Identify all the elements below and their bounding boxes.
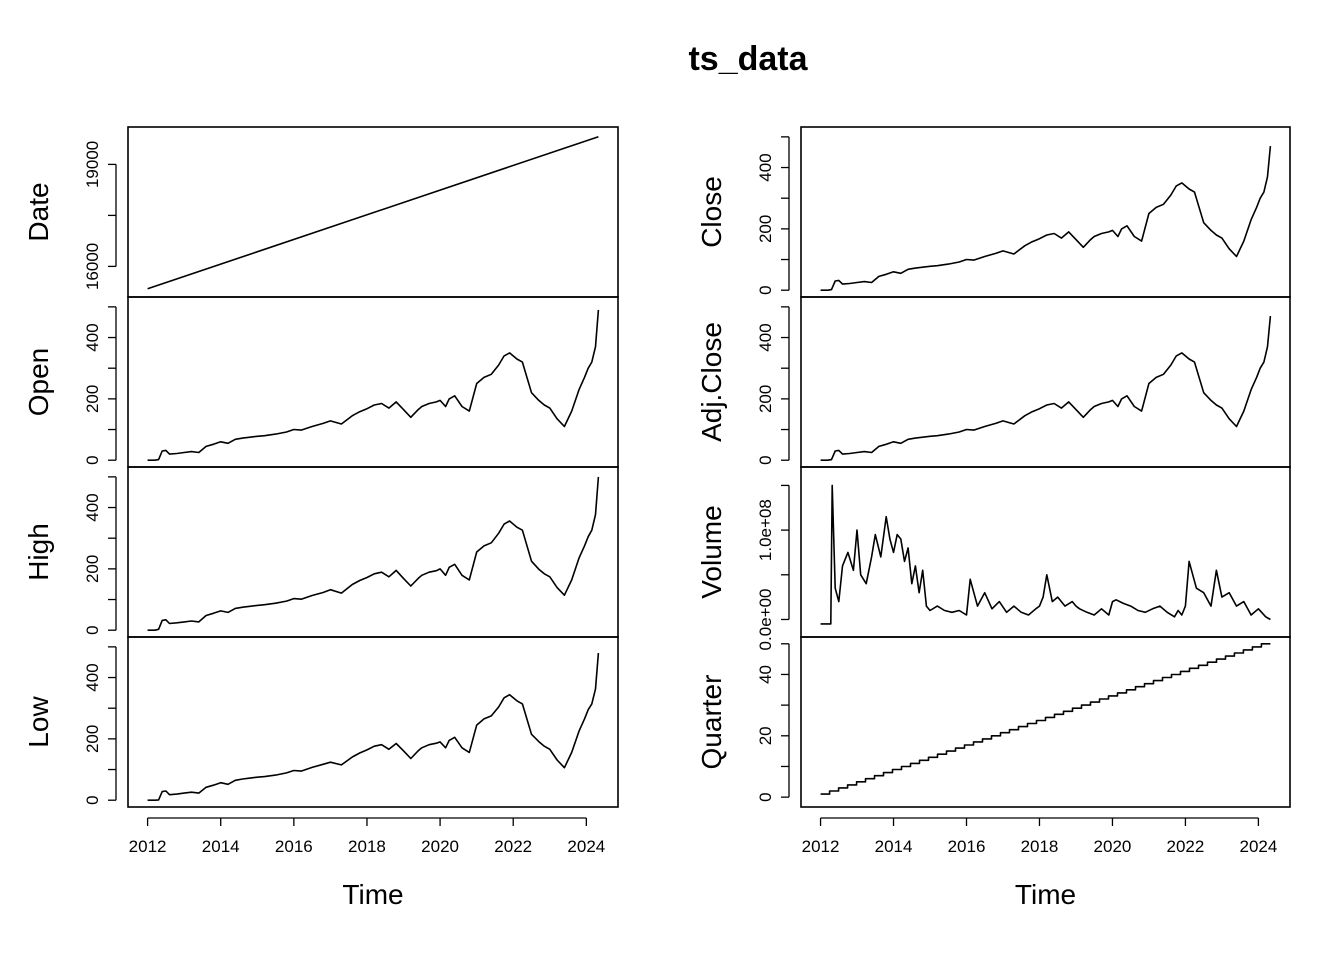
- panel-frame: [127, 636, 619, 808]
- series-line-low: [147, 652, 600, 802]
- y-tick-label: 400: [83, 323, 102, 351]
- series-line-volume: [820, 484, 1271, 625]
- panel-high: 0 200 400 High: [23, 466, 619, 638]
- series-line-quarter: [820, 642, 1271, 795]
- x-tick-label: 2014: [875, 837, 913, 856]
- panel-frame: [800, 126, 1291, 298]
- panel-close: 0 200 400 Close: [696, 126, 1291, 298]
- x-tick-label: 2018: [1021, 837, 1059, 856]
- y-tick-label: 19000: [83, 141, 102, 188]
- series-line-open: [147, 309, 600, 462]
- x-tick-label: 2012: [129, 837, 167, 856]
- series-line-close: [820, 146, 1272, 292]
- x-tick-label: 2024: [1239, 837, 1277, 856]
- y-tick-label: 400: [756, 153, 775, 181]
- panel-frame: [127, 296, 619, 468]
- x-tick-label: 2016: [948, 837, 986, 856]
- y-tick-label: 0: [756, 455, 775, 464]
- y-tick-label: 16000: [83, 243, 102, 290]
- y-tick-label: 0.0e+00: [756, 589, 775, 651]
- y-tick-label: 200: [83, 555, 102, 583]
- x-axis-label: Time: [1015, 879, 1076, 910]
- y-tick-label: 400: [83, 493, 102, 521]
- panel-frame: [800, 636, 1291, 808]
- x-tick-label: 2018: [348, 837, 386, 856]
- panel-label-close: Close: [696, 176, 727, 248]
- x-tick-label: 2024: [567, 837, 605, 856]
- panel-open: 0 200 400 Open: [23, 296, 619, 468]
- x-tick-label: 2022: [494, 837, 532, 856]
- panel-label-volume: Volume: [696, 505, 727, 598]
- panel-frame: [800, 296, 1291, 468]
- series-line-date: [147, 135, 599, 290]
- panel-label-open: Open: [23, 348, 54, 417]
- y-tick-label: 20: [756, 726, 775, 745]
- panel-grid: 2012 2014 2016 2018 2020 2022 2024 Time 16000 190…: [23, 126, 1291, 910]
- y-tick-label: 0: [83, 795, 102, 804]
- x-tick-label: 2016: [275, 837, 313, 856]
- figure-title: ts_data: [688, 40, 808, 78]
- series-line-adj-close: [820, 316, 1272, 462]
- panel-low: 0 200 400 Low: [23, 636, 619, 808]
- panel-label-date: Date: [23, 182, 54, 241]
- y-tick-label: 1.0e+08: [756, 499, 775, 561]
- y-tick-label: 200: [83, 385, 102, 413]
- panel-adj-close: 0 200 400 Adj.Close: [696, 296, 1291, 468]
- panel-label-adj-close: Adj.Close: [696, 322, 727, 442]
- y-tick-label: 0: [83, 455, 102, 464]
- y-tick-label: 200: [756, 385, 775, 413]
- panel-frame: [127, 466, 619, 638]
- x-axis-col-1: 2012 2014 2016 2018 2020 2022 2024 Time: [129, 817, 605, 910]
- x-tick-label: 2012: [802, 837, 840, 856]
- series-line-high: [147, 476, 600, 632]
- y-tick-label: 40: [756, 665, 775, 684]
- x-axis-label: Time: [342, 879, 403, 910]
- panel-volume: 0.0e+00 1.0e+08 Volume: [696, 466, 1291, 651]
- y-tick-label: 0: [756, 285, 775, 294]
- y-tick-label: 400: [83, 663, 102, 691]
- panel-quarter: 0 20 40 Quarter: [696, 636, 1291, 808]
- y-tick-label: 0: [756, 792, 775, 801]
- panel-label-quarter: Quarter: [696, 675, 727, 770]
- panel-frame: [800, 466, 1291, 638]
- x-axis-col-2: 2012 2014 2016 2018 2020 2022 2024 Time: [802, 817, 1277, 910]
- panel-label-low: Low: [23, 696, 54, 748]
- x-tick-label: 2020: [1094, 837, 1132, 856]
- y-tick-label: 200: [756, 215, 775, 243]
- x-tick-label: 2022: [1167, 837, 1205, 856]
- panel-date: 16000 19000 Date: [23, 126, 619, 298]
- y-tick-label: 0: [83, 625, 102, 634]
- panel-label-high: High: [23, 523, 54, 581]
- y-tick-label: 400: [756, 323, 775, 351]
- x-tick-label: 2014: [202, 837, 240, 856]
- y-tick-label: 200: [83, 725, 102, 753]
- x-tick-label: 2020: [421, 837, 459, 856]
